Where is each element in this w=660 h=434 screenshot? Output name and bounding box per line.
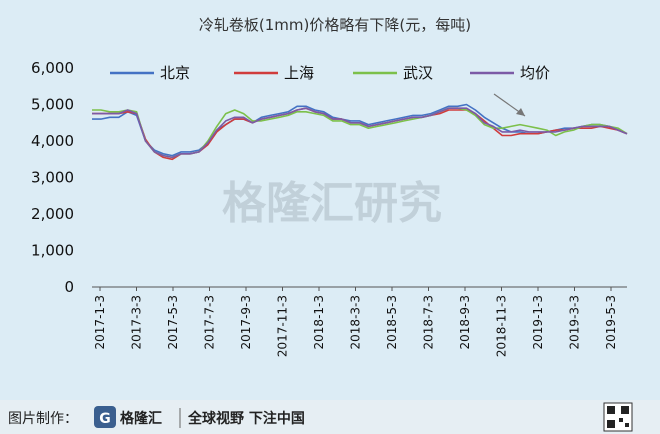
x-tick-label: 2018-1-3 [312,295,326,349]
x-tick-label: 2018-11-3 [495,295,509,357]
series-line-均价 [92,107,628,159]
x-tick-label: 2019-3-3 [568,295,582,349]
x-tick-label: 2017-5-3 [166,295,180,349]
y-tick-label: 5,000 [31,96,74,114]
x-tick-label: 2017-1-3 [93,295,107,349]
footer-credit-label: 图片制作： [8,411,78,427]
y-tick-label: 3,000 [31,169,74,187]
x-tick-label: 2018-3-3 [349,295,363,349]
footer-brand-name: 格隆汇 [120,410,162,427]
x-tick-label: 2019-5-3 [604,295,618,349]
trend-arrow-head [516,108,525,116]
footer-slogan: 全球视野 下注中国 [187,410,305,427]
x-axis-ticks: 2017-1-3 2017-3-3 2017-5-3 2017-7-3 2017-9-3… [93,287,618,357]
legend-label: 武汉 [403,64,433,82]
y-tick-label: 0 [64,278,74,296]
legend-label: 上海 [284,64,314,82]
legend-label: 均价 [520,64,550,82]
y-tick-label: 1,000 [31,242,74,260]
y-tick-label: 2,000 [31,205,74,223]
footer-bar: 图片制作： G 格隆汇 全球视野 下注中国 [0,400,660,434]
x-tick-label: 2018-5-3 [385,295,399,349]
x-tick-label: 2017-7-3 [203,295,217,349]
y-tick-label: 4,000 [31,132,74,150]
x-tick-label: 2017-3-3 [130,295,144,349]
y-axis-ticks: 0 1,000 2,000 3,000 4,000 5,000 6,000 [31,59,74,296]
series-line-武汉 [92,107,628,159]
legend-label: 北京 [160,64,190,82]
y-tick-label: 6,000 [31,59,74,77]
chart-title: 冷轧卷板(1mm)价格略有下降(元，每吨) [199,16,471,34]
x-tick-label: 2018-7-3 [422,295,436,349]
series-line-上海 [92,107,628,161]
series-lines [92,103,628,161]
x-tick-label: 2018-9-3 [458,295,472,349]
legend: 北京 上海 武汉 均价 [110,64,550,82]
svg-text:G: G [99,411,111,427]
watermark: 格隆汇研究 [222,178,442,229]
brand-logo-icon [94,406,116,428]
x-tick-label: 2019-1-3 [531,295,545,349]
x-tick-label: 2017-9-3 [239,295,253,349]
x-tick-label: 2017-11-3 [276,295,290,357]
